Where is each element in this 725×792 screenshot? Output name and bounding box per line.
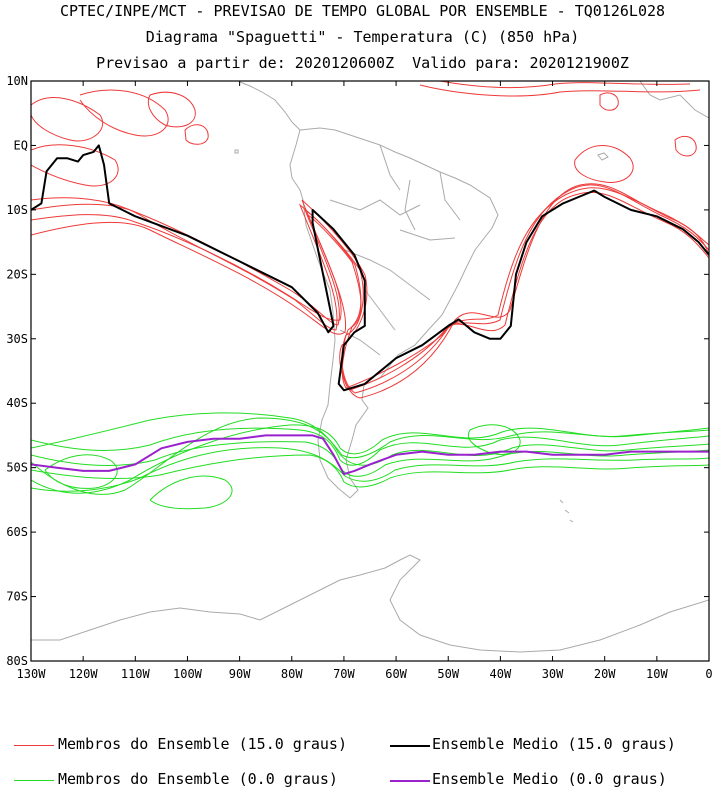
y-tick-label: 10S [6,203,28,217]
x-tick-label: 130W [17,667,47,681]
y-tick-label: 70S [6,590,28,604]
member-15-line [31,97,103,142]
legend-swatch-mean-15 [390,745,430,747]
islands [234,149,609,523]
x-tick-label: 20W [594,667,616,681]
y-tick-label: 50S [6,461,28,475]
x-tick-label: 70W [333,667,355,681]
x-tick-label: 110W [121,667,151,681]
member-15-line [31,144,119,187]
central-america-coast [239,81,301,131]
ensemble-mean-0-line [31,434,709,476]
title-line-2: Diagrama "Spaguetti" - Temperatura (C) (… [145,28,580,46]
member-0-line [31,454,709,488]
member-0-line [31,417,709,495]
member-0-line [31,427,709,466]
member-15-line [439,81,691,89]
x-tick-label: 50W [437,667,459,681]
x-tick-label: 100W [173,667,203,681]
member-15-line [79,89,169,137]
antarctica-coast [31,554,709,653]
x-tick-label: 0 [705,667,712,681]
y-axis: 10N EQ 10S 20S 30S 40S 50S 60S 70S 80S [6,74,709,668]
y-tick-label: 40S [6,396,28,410]
x-axis: 130W 120W 110W 100W 90W 80W 70W 60W 50W 40W 30W 20W… [17,81,713,681]
africa-coast [639,81,709,119]
y-tick-label: 30S [6,332,28,346]
member-15-line [31,191,709,394]
legend-label-member-15: Membros do Ensemble (15.0 graus) [58,735,347,753]
member-0-line [31,441,709,477]
member-15-line [147,91,196,128]
x-tick-label: 120W [69,667,99,681]
x-tick-label: 60W [385,667,407,681]
legend-label-mean-0: Ensemble Medio (0.0 graus) [432,770,667,788]
legend-swatch-mean-0 [390,780,430,782]
ensemble-mean-contours [31,144,709,476]
member-contours-0 [31,412,709,510]
member-15-line [599,92,619,111]
member-15-line [574,145,634,183]
member-0-line [31,447,709,492]
country-borders [329,144,461,356]
member-15-line [674,135,697,157]
member-0-line [149,475,233,510]
x-tick-label: 30W [542,667,564,681]
y-tick-label: 80S [6,654,28,668]
member-0-line [31,412,709,459]
legend-label-mean-15: Ensemble Medio (15.0 graus) [432,735,676,753]
member-15-line [184,124,209,145]
legend-label-member-0: Membros do Ensemble (0.0 graus) [58,770,338,788]
x-tick-label: 90W [229,667,251,681]
x-tick-label: 40W [490,667,512,681]
legend-swatch-member-0 [14,780,54,781]
x-tick-label: 80W [281,667,303,681]
y-tick-label: 60S [6,525,28,539]
legend-swatch-member-15 [14,745,54,746]
member-0-line [44,454,118,489]
y-tick-label: EQ [14,138,28,152]
y-tick-label: 10N [6,74,28,88]
south-america-coast [289,127,499,499]
coastlines [31,81,709,653]
member-0-line [467,424,521,455]
member-15-line [31,187,709,389]
y-tick-label: 20S [6,267,28,281]
plot-frame [30,80,710,662]
member-15-line [419,84,701,97]
ensemble-mean-15-line [31,144,709,392]
title-line-1: CPTEC/INPE/MCT - PREVISAO DE TEMPO GLOBA… [59,2,666,20]
member-contours-15 [31,81,709,399]
title-line-3: Previsao a partir de: 2020120600Z Valido… [96,54,629,72]
x-tick-label: 10W [646,667,668,681]
